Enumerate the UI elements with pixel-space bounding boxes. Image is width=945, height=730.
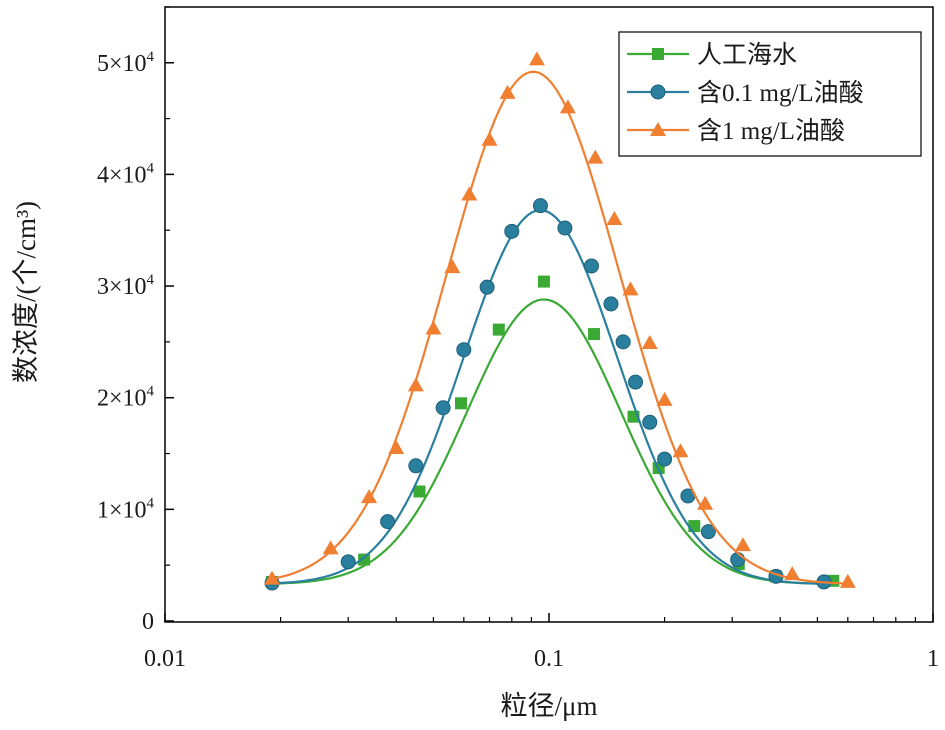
data-point bbox=[413, 485, 426, 498]
data-point bbox=[499, 84, 516, 99]
data-point bbox=[479, 279, 495, 295]
data-point bbox=[784, 566, 801, 581]
data-point bbox=[839, 573, 856, 588]
data-point bbox=[264, 570, 281, 585]
y-axis-title: 数浓度/(个/cm³) bbox=[11, 201, 41, 383]
data-point bbox=[642, 414, 658, 430]
fit-curve-1 bbox=[272, 298, 834, 586]
data-point bbox=[435, 400, 451, 416]
legend-marker bbox=[652, 48, 664, 60]
data-point bbox=[407, 377, 424, 392]
legend-box bbox=[618, 31, 922, 157]
y-tick-label: 2×104 bbox=[97, 384, 155, 412]
data-point bbox=[583, 258, 599, 274]
data-point bbox=[657, 451, 673, 467]
data-point bbox=[697, 495, 714, 510]
series-2 bbox=[264, 198, 832, 591]
legend-item-3: 含1 mg/L油酸 bbox=[627, 117, 845, 145]
x-tick-label: 1 bbox=[927, 646, 939, 672]
data-point bbox=[628, 374, 644, 390]
data-point bbox=[730, 552, 746, 568]
legend-item-2: 含0.1 mg/L油酸 bbox=[627, 79, 864, 107]
data-point bbox=[557, 220, 573, 236]
data-point bbox=[358, 553, 371, 566]
data-point bbox=[532, 198, 548, 214]
legend-marker bbox=[650, 84, 666, 100]
series-1 bbox=[266, 275, 840, 588]
y-tick-label: 3×104 bbox=[97, 272, 155, 300]
data-point bbox=[588, 328, 601, 341]
y-tick-label: 4×104 bbox=[97, 160, 155, 188]
data-point bbox=[656, 391, 673, 406]
legend-label: 含0.1 mg/L油酸 bbox=[697, 79, 864, 107]
data-point bbox=[425, 320, 442, 335]
data-point bbox=[615, 334, 631, 350]
data-point bbox=[587, 149, 604, 164]
data-point bbox=[528, 51, 545, 66]
data-point bbox=[700, 524, 716, 540]
x-axis: 0.01 0.1 1 bbox=[144, 613, 939, 672]
series-layer bbox=[264, 51, 856, 591]
data-point bbox=[672, 443, 689, 458]
data-point bbox=[622, 281, 639, 296]
fit-curve-2 bbox=[271, 209, 824, 585]
data-point bbox=[455, 397, 468, 410]
data-point bbox=[504, 223, 520, 239]
data-point bbox=[688, 520, 701, 533]
legend-label: 含1 mg/L油酸 bbox=[697, 117, 845, 145]
data-point bbox=[340, 554, 356, 570]
legend-label: 人工海水 bbox=[697, 41, 797, 69]
y-tick-label: 1×104 bbox=[97, 495, 155, 523]
y-tick-label: 0 bbox=[142, 609, 154, 635]
data-point bbox=[380, 514, 396, 530]
series-3 bbox=[264, 51, 856, 588]
y-axis: 0 1×104 2×104 3×104 4×104 5×104 bbox=[97, 6, 174, 635]
data-point bbox=[361, 489, 378, 504]
data-point bbox=[559, 99, 576, 114]
y-tick-label: 5×104 bbox=[97, 49, 155, 77]
data-point bbox=[322, 540, 339, 555]
data-point bbox=[606, 211, 623, 226]
data-point bbox=[481, 131, 498, 146]
data-point bbox=[492, 323, 505, 336]
x-axis-title: 粒径/μm bbox=[501, 691, 598, 721]
data-point bbox=[444, 259, 461, 274]
legend-marker bbox=[650, 122, 666, 136]
legend-item-1: 人工海水 bbox=[627, 41, 797, 69]
data-point bbox=[734, 537, 751, 552]
data-point bbox=[641, 334, 658, 349]
data-point bbox=[388, 439, 405, 454]
data-point bbox=[456, 342, 472, 358]
data-point bbox=[537, 275, 550, 288]
x-tick-label: 0.1 bbox=[534, 646, 564, 672]
data-point bbox=[408, 458, 424, 474]
data-point bbox=[603, 296, 619, 312]
x-tick-label: 0.01 bbox=[144, 646, 186, 672]
data-point bbox=[461, 186, 478, 201]
